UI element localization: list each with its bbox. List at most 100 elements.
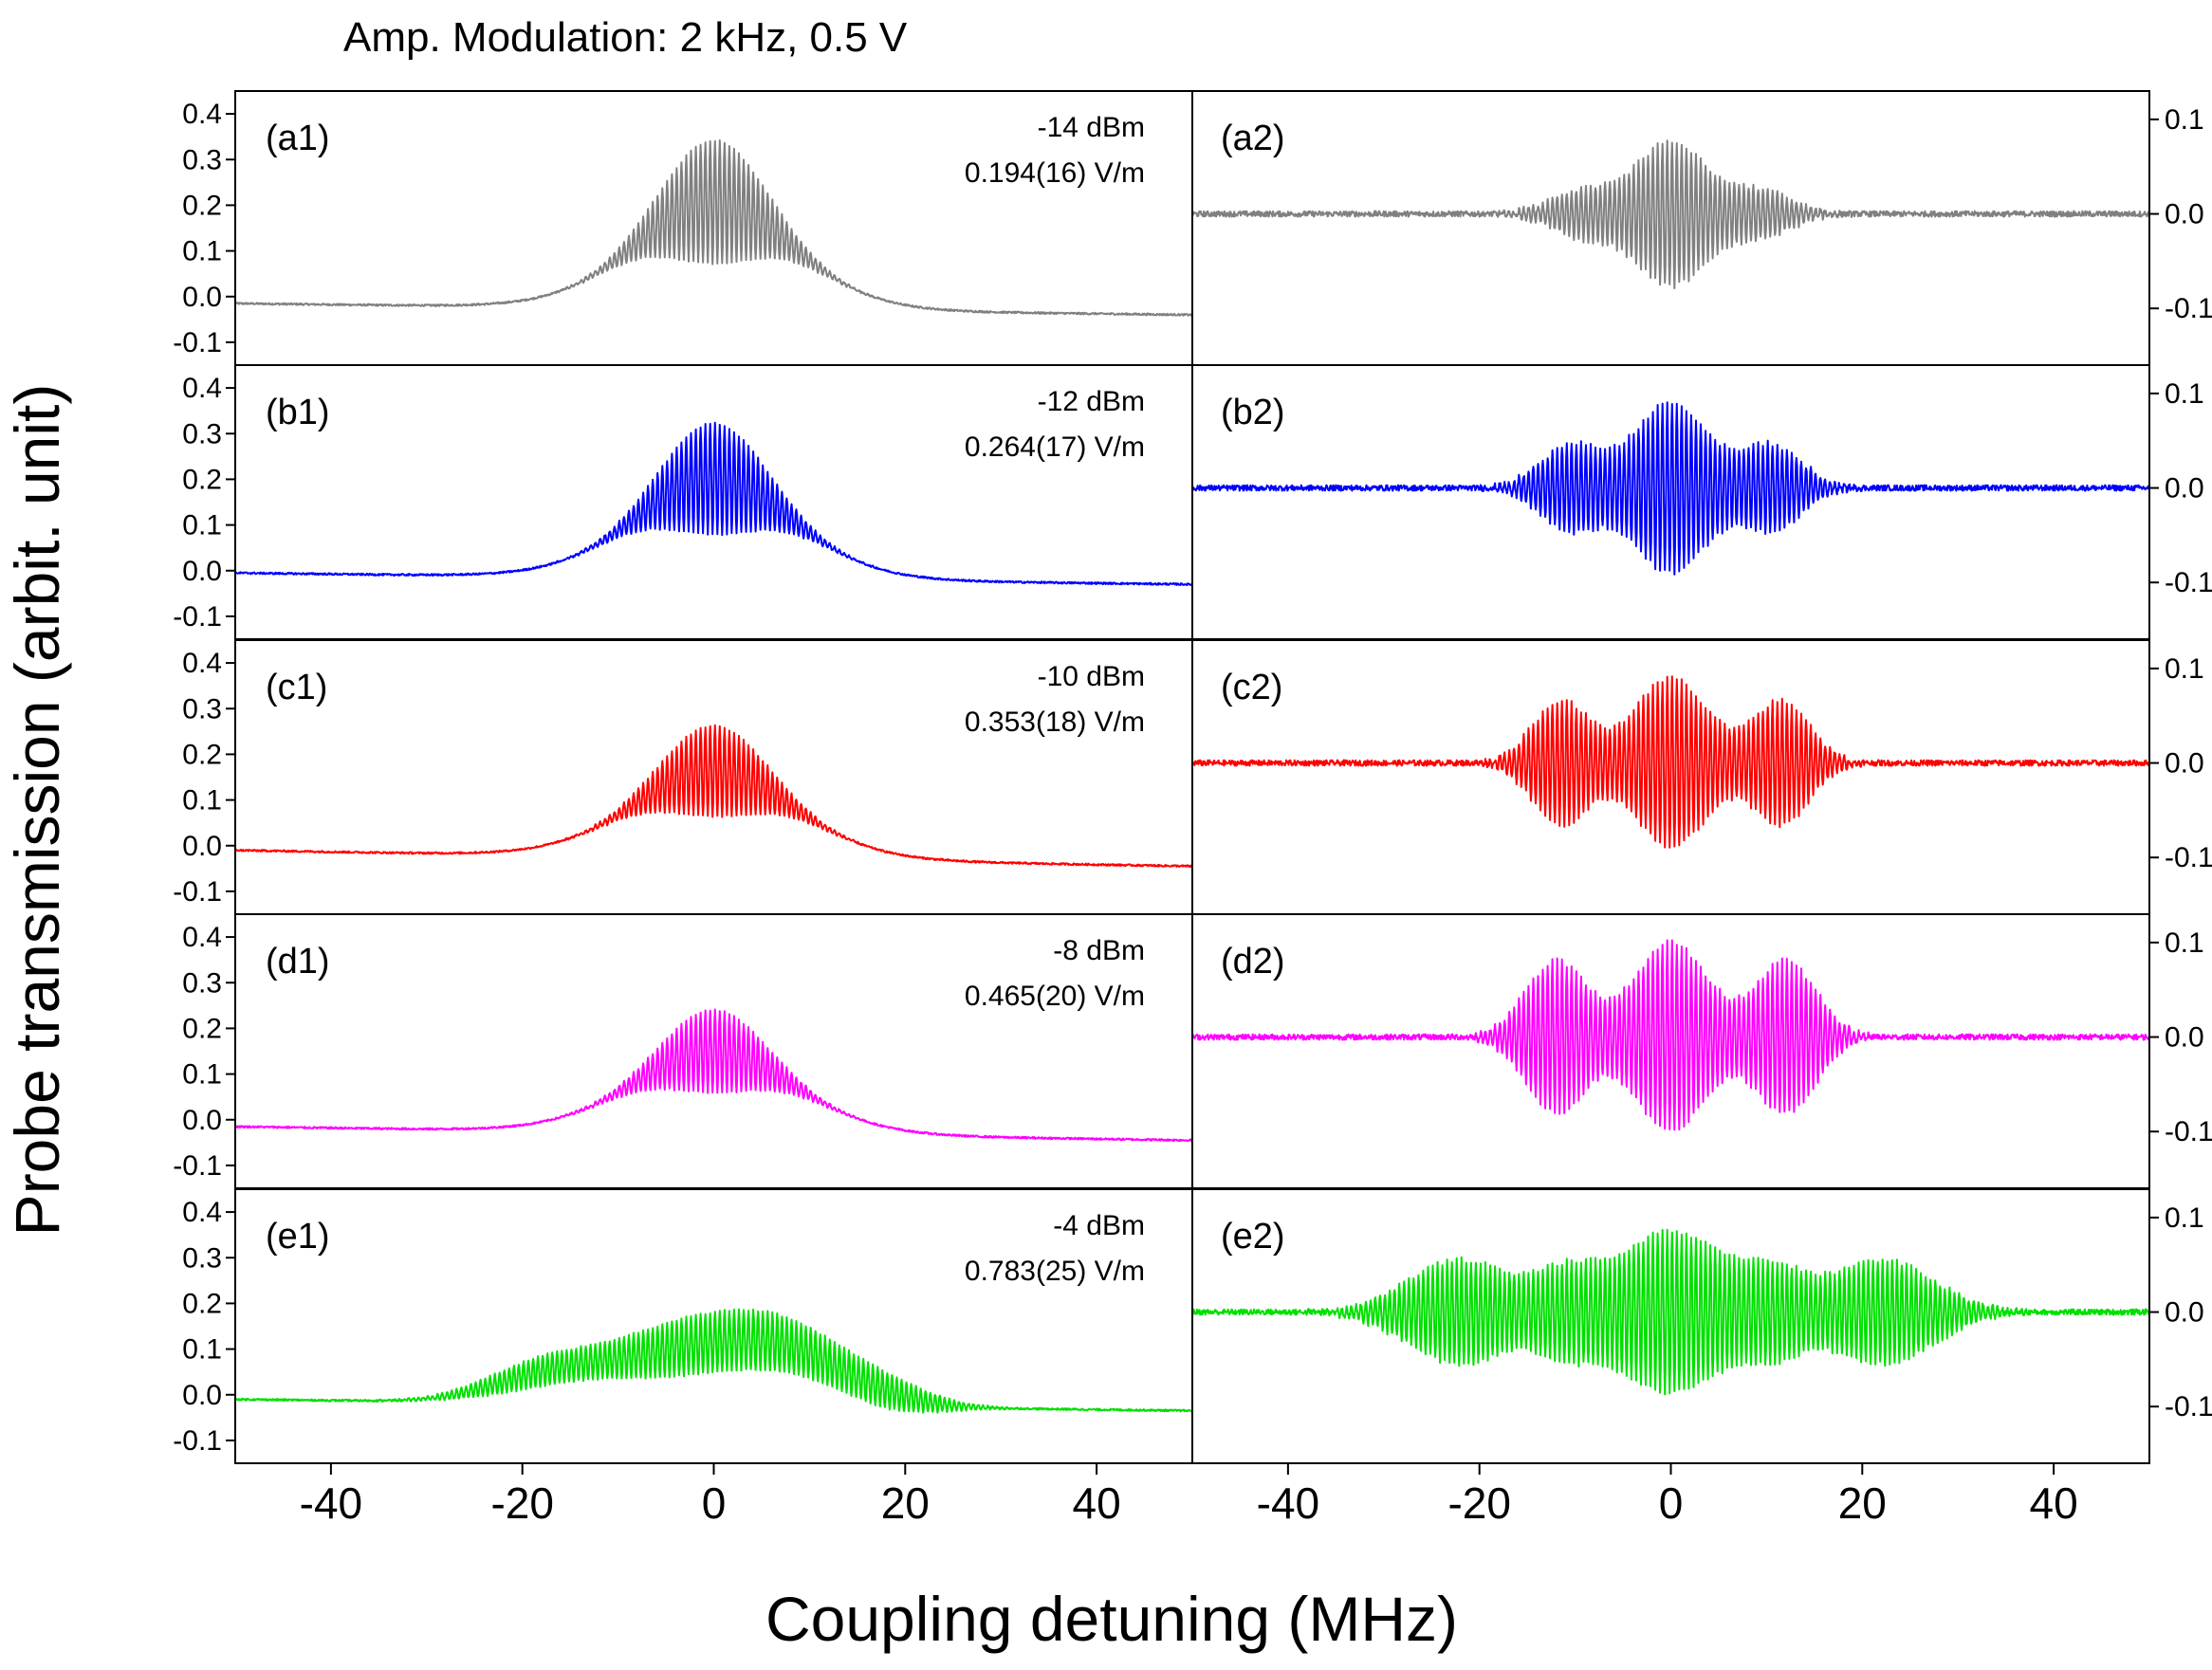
left-panel: -0.1 0.0 0.1 0.2 0.3 0.4 (e1) -4 dBm 0.783(25) V…: [173, 1188, 1193, 1464]
y-tick-label: 0.3: [182, 693, 222, 725]
x-tick-label: 20: [1838, 1478, 1887, 1528]
y-tick-label: 0.0: [2165, 199, 2204, 230]
y-tick-label: 0.1: [182, 1334, 222, 1366]
y-tick-label: 0.4: [182, 1197, 222, 1228]
power-annotation: -12 dBm: [1038, 386, 1145, 417]
power-annotation: -14 dBm: [1038, 112, 1145, 143]
panel-label: (a2): [1221, 119, 1285, 158]
field-annotation: 0.783(25) V/m: [965, 1256, 1145, 1287]
y-tick-label: 0.2: [182, 1013, 222, 1044]
panel-row-3: -0.1 0.0 0.1 0.2 0.3 0.4 (d1) -8 dBm 0.465(20) V…: [173, 913, 2212, 1189]
right-panel: -0.1 0.0 0.1 (a2): [1191, 90, 2212, 366]
y-tick-label: 0.1: [182, 236, 222, 267]
y-tick-label: -0.1: [173, 327, 222, 358]
y-axis-label: Probe transmission (arbit. unit): [2, 384, 72, 1237]
y-tick-label: 0.0: [2165, 473, 2204, 505]
y-tick-label: 0.0: [2165, 748, 2204, 780]
right-panel: -0.1 0.0 0.1 (b2): [1191, 364, 2212, 640]
y-tick-label: 0.1: [2165, 104, 2204, 136]
x-tick-label: -20: [1447, 1478, 1510, 1528]
panel-row-0: -0.1 0.0 0.1 0.2 0.3 0.4 (a1) -14 dBm 0.194(16) …: [173, 90, 2212, 366]
right-panel: -0.1 0.0 0.1 (e2): [1191, 1188, 2212, 1464]
field-annotation: 0.353(18) V/m: [965, 707, 1145, 738]
y-tick-label: 0.4: [182, 99, 222, 130]
field-annotation: 0.194(16) V/m: [965, 157, 1145, 189]
y-tick-label: 0.2: [182, 739, 222, 770]
y-tick-label: 0.1: [182, 785, 222, 817]
series-line-right: [1191, 401, 2150, 576]
y-tick-label: 0.4: [182, 648, 222, 679]
y-tick-label: 0.1: [2165, 1202, 2204, 1234]
figure-title: Amp. Modulation: 2 kHz, 0.5 V: [343, 14, 908, 61]
y-tick-label: 0.3: [182, 1242, 222, 1274]
panel-row-1: -0.1 0.0 0.1 0.2 0.3 0.4 (b1) -12 dBm 0.264(17) …: [173, 364, 2212, 640]
series-line-right: [1191, 1228, 2150, 1396]
panel-label: (d1): [266, 942, 330, 982]
panel-label: (b2): [1221, 393, 1285, 432]
series-line-left: [234, 724, 1193, 869]
panel-label: (c1): [266, 668, 327, 707]
y-tick-label: 0.0: [182, 556, 222, 587]
series-line-right: [1191, 675, 2150, 849]
y-tick-label: 0.0: [2165, 1297, 2204, 1329]
y-tick-label: 0.1: [2165, 927, 2204, 959]
x-tick-label: 20: [881, 1478, 930, 1528]
y-tick-label: 0.2: [182, 190, 222, 221]
series-line-right: [1191, 139, 2150, 289]
series-line-left: [234, 421, 1193, 587]
y-tick-label: 0.3: [182, 967, 222, 999]
left-panel: -0.1 0.0 0.1 0.2 0.3 0.4 (b1) -12 dBm 0.264(17) …: [173, 364, 1193, 640]
y-tick-label: -0.1: [2165, 293, 2212, 324]
series-line-right: [1191, 939, 2150, 1131]
y-tick-label: 0.2: [182, 1288, 222, 1319]
x-tick-label: 40: [2030, 1478, 2078, 1528]
y-tick-label: 0.1: [182, 510, 222, 541]
y-tick-label: 0.2: [182, 464, 222, 495]
left-panel: -0.1 0.0 0.1 0.2 0.3 0.4 (a1) -14 dBm 0.194(16) …: [173, 90, 1193, 366]
field-annotation: 0.465(20) V/m: [965, 981, 1145, 1012]
panel-grid: -0.1 0.0 0.1 0.2 0.3 0.4 (a1) -14 dBm 0.194(16) …: [173, 90, 2212, 1528]
y-tick-label: -0.1: [173, 876, 222, 908]
panel-label: (c2): [1221, 668, 1282, 707]
panel-row-2: -0.1 0.0 0.1 0.2 0.3 0.4 (c1) -10 dBm 0.353(18) …: [173, 639, 2212, 915]
series-line-left: [234, 139, 1193, 317]
y-tick-label: 0.3: [182, 418, 222, 450]
x-tick-label: -40: [300, 1478, 362, 1528]
y-tick-label: 0.1: [2165, 653, 2204, 685]
y-tick-label: 0.4: [182, 373, 222, 404]
panel-label: (b1): [266, 393, 330, 432]
x-tick-label: -40: [1257, 1478, 1319, 1528]
field-annotation: 0.264(17) V/m: [965, 431, 1145, 463]
series-line-left: [234, 1008, 1193, 1143]
right-panel: -0.1 0.0 0.1 (d2): [1191, 913, 2212, 1189]
y-tick-label: 0.3: [182, 144, 222, 175]
panel-label: (e1): [266, 1217, 330, 1257]
panel-label: (a1): [266, 119, 330, 158]
y-tick-label: 0.0: [182, 1380, 222, 1411]
y-tick-label: 0.0: [2165, 1022, 2204, 1054]
panel-row-4: -0.1 0.0 0.1 0.2 0.3 0.4 (e1) -4 dBm 0.783(25) V…: [173, 1188, 2212, 1464]
y-tick-label: 0.0: [182, 1105, 222, 1136]
x-axis-label: Coupling detuning (MHz): [765, 1584, 1458, 1654]
y-tick-label: -0.1: [173, 601, 222, 633]
y-tick-label: -0.1: [2165, 1116, 2212, 1147]
y-tick-label: 0.4: [182, 922, 222, 953]
y-tick-label: 0.1: [182, 1059, 222, 1091]
y-tick-label: -0.1: [2165, 567, 2212, 598]
right-panel: -0.1 0.0 0.1 (c2): [1191, 639, 2212, 915]
power-annotation: -4 dBm: [1053, 1210, 1145, 1241]
left-panel: -0.1 0.0 0.1 0.2 0.3 0.4 (d1) -8 dBm 0.465(20) V…: [173, 913, 1193, 1189]
x-tick-label: -20: [490, 1478, 553, 1528]
series-line-left: [234, 1308, 1193, 1414]
x-tick-label: 0: [1659, 1478, 1684, 1528]
y-tick-label: -0.1: [173, 1150, 222, 1182]
y-tick-label: 0.0: [182, 831, 222, 862]
y-tick-label: 0.0: [182, 282, 222, 313]
power-annotation: -8 dBm: [1053, 935, 1145, 966]
y-tick-label: -0.1: [173, 1425, 222, 1457]
y-tick-label: -0.1: [2165, 1391, 2212, 1422]
power-annotation: -10 dBm: [1038, 661, 1145, 692]
y-tick-label: -0.1: [2165, 842, 2212, 873]
y-tick-label: 0.1: [2165, 378, 2204, 410]
